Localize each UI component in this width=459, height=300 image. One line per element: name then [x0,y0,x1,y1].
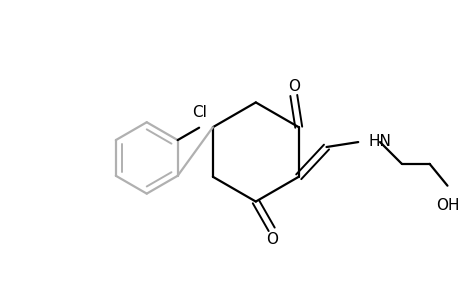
Text: O: O [265,232,277,247]
Text: O: O [287,79,299,94]
Text: HN: HN [367,134,390,148]
Text: Cl: Cl [191,105,206,120]
Text: OH: OH [435,198,458,213]
